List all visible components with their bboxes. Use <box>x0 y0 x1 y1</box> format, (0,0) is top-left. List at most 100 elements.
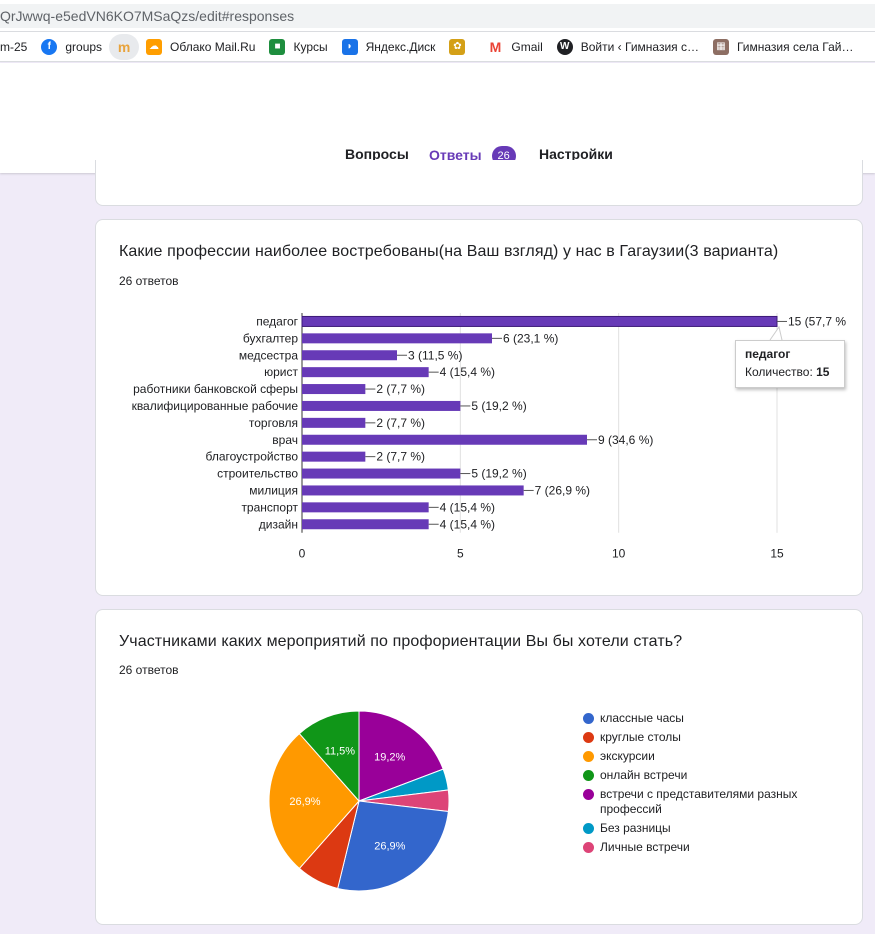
legend-dot <box>583 842 594 853</box>
bar[interactable] <box>302 400 461 411</box>
bookmarks-bar: m-25 f groups m ☁ Облако Mail.Ru ■ Курсы ◗ Яндекс… <box>0 32 875 62</box>
data-label: 2 (7,7 %) <box>376 450 425 464</box>
bar[interactable] <box>302 350 397 361</box>
data-label: 5 (19,2 %) <box>471 467 526 481</box>
tooltip-value-line: Количество: 15 <box>745 365 835 379</box>
pie-legend: классные часы круглые столы экскурсии онлай… <box>583 711 823 859</box>
legend-dot <box>583 823 594 834</box>
category-label: транспорт <box>241 500 298 514</box>
gmail-icon: M <box>489 38 502 55</box>
bar[interactable] <box>301 315 778 327</box>
data-label: 4 (15,4 %) <box>440 365 495 379</box>
previous-question-card <box>95 160 863 206</box>
bookmark-item[interactable]: m <box>109 33 140 60</box>
bookmark-label: Облако Mail.Ru <box>170 39 256 54</box>
data-label: 4 (15,4 %) <box>440 500 495 514</box>
legend-item: онлайн встречи <box>583 768 823 783</box>
data-label: 4 (15,4 %) <box>440 517 495 531</box>
question-card-events: Участниками каких мероприятий по профори… <box>95 609 863 925</box>
category-label: торговля <box>249 416 298 430</box>
tooltip-category: педагог <box>745 347 791 361</box>
bookmark-label: Курсы <box>293 39 328 54</box>
bar[interactable] <box>302 384 366 395</box>
bookmark-item[interactable]: ▦ Гимназия села Гай… <box>706 34 860 60</box>
data-label: 5 (19,2 %) <box>471 399 526 413</box>
bookmark-item[interactable]: ◗ Яндекс.Диск <box>335 34 443 60</box>
forms-header: Вопросы Ответы 26 Настройки <box>0 63 875 173</box>
bar[interactable] <box>302 367 429 378</box>
legend-label: Без разницы <box>600 821 671 835</box>
x-tick-label: 5 <box>457 547 464 561</box>
bookmark-item[interactable]: W Войти ‹ Гимназия с… <box>550 34 706 60</box>
bookmark-label: groups <box>65 39 103 54</box>
data-label: 6 (23,1 %) <box>503 331 558 345</box>
bookmark-label: Gmail <box>511 39 543 54</box>
question-card-professions: Какие профессии наиболее востребованы(на… <box>95 219 863 596</box>
bar[interactable] <box>302 451 366 462</box>
bookmark-item[interactable]: ■ Курсы <box>262 34 334 60</box>
category-label: квалифицированные рабочие <box>132 399 299 413</box>
tooltip-label: Количество: <box>745 365 813 379</box>
bar-tooltip: педагог Количество: 15 <box>735 340 845 388</box>
category-label: юрист <box>264 365 298 379</box>
legend-dot <box>583 789 594 800</box>
legend-label: Личные встречи <box>600 840 690 854</box>
legend-dot <box>583 770 594 781</box>
legend-label: экскурсии <box>600 749 655 763</box>
tab-settings[interactable]: Настройки <box>539 146 613 162</box>
category-label: врач <box>272 433 298 447</box>
tooltip-pointer <box>769 325 783 341</box>
classroom-icon: ■ <box>269 38 286 55</box>
bookmark-item[interactable]: f groups <box>34 34 109 60</box>
legend-dot <box>583 713 594 724</box>
bookmark-item[interactable]: m-25 <box>0 34 34 60</box>
address-bar[interactable]: QrJwwq-e5edVN6KO7MSaQzs/edit#responses <box>0 0 875 32</box>
response-count: 26 ответов <box>119 274 179 288</box>
bar[interactable] <box>302 434 587 445</box>
wordpress-icon: W <box>556 38 573 55</box>
question-title: Участниками каких мероприятий по профори… <box>119 633 683 650</box>
tab-questions[interactable]: Вопросы <box>345 146 409 162</box>
data-label: 9 (34,6 %) <box>598 433 653 447</box>
tab-responses-label: Ответы <box>429 147 482 163</box>
mail-cloud-icon: ☁ <box>146 38 163 55</box>
legend-item: экскурсии <box>583 749 823 764</box>
data-label: 2 (7,7 %) <box>376 382 425 396</box>
category-label: педагог <box>256 314 298 328</box>
legend-label: круглые столы <box>600 730 681 744</box>
legend-dot <box>583 751 594 762</box>
bookmark-item[interactable]: M Gmail <box>480 34 549 60</box>
category-label: милиция <box>249 483 298 497</box>
data-label: 2 (7,7 %) <box>376 416 425 430</box>
category-label: медсестра <box>239 348 299 362</box>
category-label: бухгалтер <box>243 331 298 345</box>
category-label: работники банковской сферы <box>133 382 298 396</box>
legend-dot <box>583 732 594 743</box>
url-text[interactable]: QrJwwq-e5edVN6KO7MSaQzs/edit#responses <box>0 4 875 28</box>
legend-item: Личные встречи <box>583 840 823 855</box>
bookmark-item[interactable]: ✿ <box>442 34 480 60</box>
legend-item: классные часы <box>583 711 823 726</box>
bookmark-item[interactable]: ☁ Облако Mail.Ru <box>139 34 262 60</box>
question-title: Какие профессии наиболее востребованы(на… <box>119 243 779 260</box>
x-tick-label: 0 <box>299 547 306 561</box>
bar[interactable] <box>302 333 492 344</box>
bookmark-label: Войти ‹ Гимназия с… <box>580 39 699 54</box>
bar[interactable] <box>302 502 429 513</box>
bar[interactable] <box>302 485 524 496</box>
emblem-icon: ✿ <box>449 38 466 55</box>
bar[interactable] <box>302 417 366 428</box>
response-count: 26 ответов <box>119 663 179 677</box>
bookmark-label: Гимназия села Гай… <box>736 39 854 54</box>
data-label: 7 (26,9 %) <box>535 483 590 497</box>
legend-label: встречи с представителями разных професс… <box>600 787 798 816</box>
bar[interactable] <box>302 519 429 530</box>
tooltip-value: 15 <box>816 365 830 379</box>
m-app-icon: m <box>117 38 131 55</box>
bar[interactable] <box>302 468 461 479</box>
image-icon: ▦ <box>712 38 729 55</box>
category-label: дизайн <box>259 517 298 531</box>
legend-label: классные часы <box>600 711 684 725</box>
bookmark-label: Яндекс.Диск <box>365 39 436 54</box>
